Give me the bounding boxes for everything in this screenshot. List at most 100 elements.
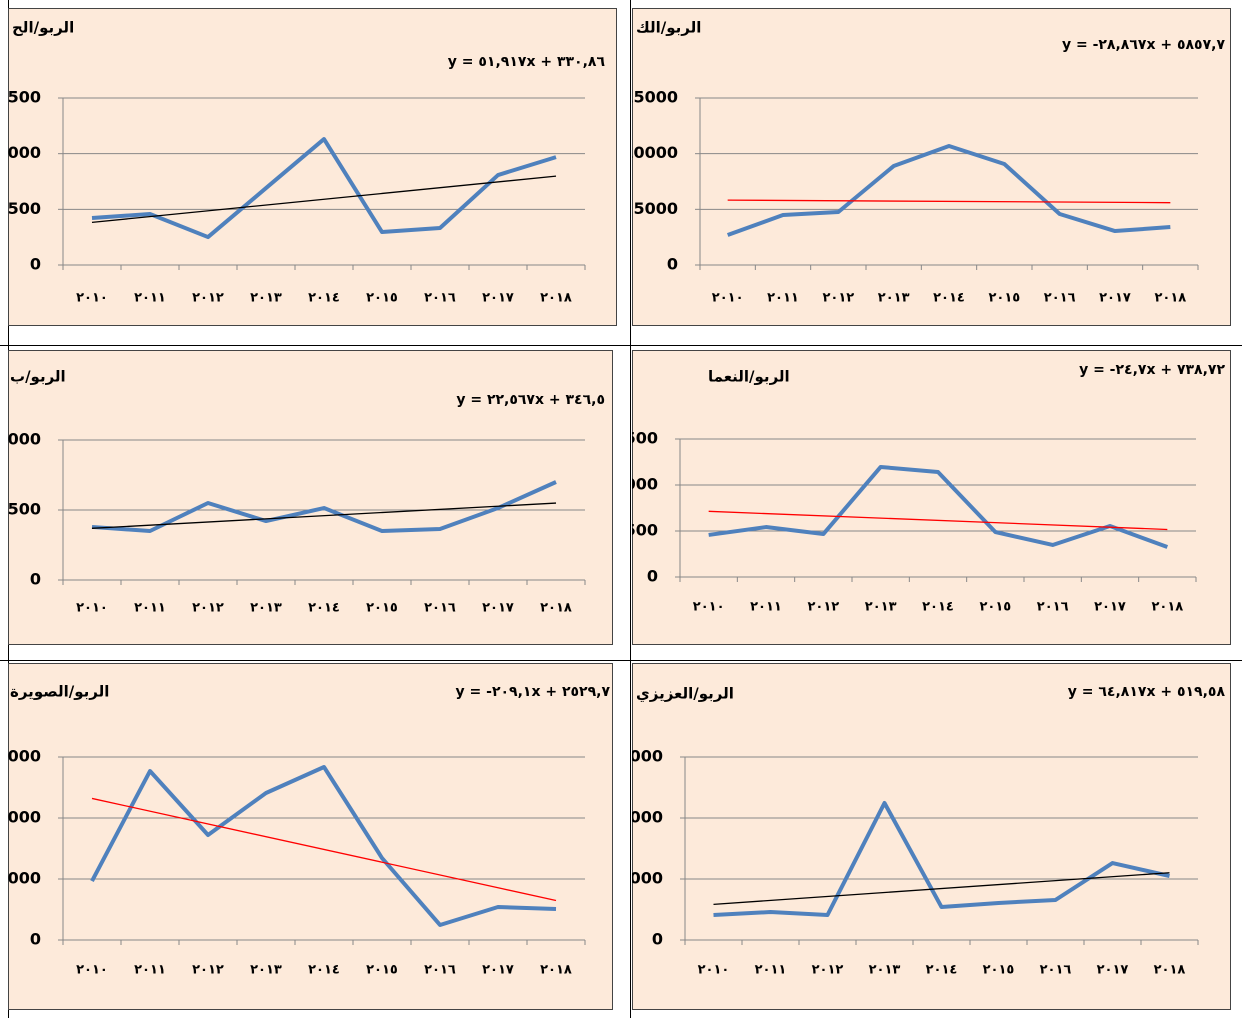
chart: 0 1000 2000 3000 ٢٠١٠ ٢٠١١ ٢٠١٢ ٢٠١٣ ٢٠١٤ ٢٠١٥ ٢٠١… <box>8 663 613 1010</box>
data-line <box>708 464 1169 549</box>
x-tick-label: ٢٠١٥ <box>979 600 1011 615</box>
x-tick-label: ٢٠١١ <box>767 291 799 306</box>
y-tick-label: 2000 <box>632 808 663 827</box>
x-tick-label: ٢٠١٣ <box>878 291 910 306</box>
y-tick-label: 500 <box>8 199 41 218</box>
chart: 0 5000 10000 15000 ٢٠١٠ ٢٠١١ ٢٠١٢ ٢٠١٣ ٢٠١٤ ٢٠١٥ ٢… <box>632 8 1231 326</box>
chart-background <box>632 8 1231 326</box>
x-tick-label: ٢٠١٨ <box>540 291 572 306</box>
x-tick-label: ٢٠١٨ <box>540 601 572 616</box>
y-tick-label: 0 <box>647 567 658 586</box>
chart-background <box>632 350 1231 645</box>
chart-title: الربو/ب <box>10 368 66 386</box>
y-tick-label: 1000 <box>8 143 41 162</box>
x-tick-label: ٢٠١٢ <box>192 601 224 616</box>
chart-title: الربو/الك <box>636 19 701 37</box>
trendline <box>727 199 1171 204</box>
data-line <box>726 143 1171 237</box>
data-line <box>713 800 1170 917</box>
x-tick-label: ٢٠١٤ <box>308 291 340 306</box>
trendline <box>91 797 557 902</box>
x-tick-label: ٢٠١٧ <box>1097 963 1129 978</box>
chart: 0 1000 2000 3000 ٢٠١٠ ٢٠١١ ٢٠١٢ ٢٠١٣ ٢٠١٤ ٢٠١٥ ٢٠١… <box>632 663 1231 1010</box>
x-tick-label: ٢٠١٠ <box>76 601 108 616</box>
chart-title: الربو/الح <box>12 19 74 37</box>
x-tick-label: ٢٠١٧ <box>482 963 514 978</box>
x-tick-label: ٢٠١٣ <box>250 291 282 306</box>
x-tick-label: ٢٠١٤ <box>922 600 954 615</box>
x-tick-label: ٢٠١٢ <box>192 963 224 978</box>
x-tick-label: ٢٠١٥ <box>366 601 398 616</box>
y-tick-label: 15000 <box>632 88 678 107</box>
x-tick-label: ٢٠١٣ <box>250 963 282 978</box>
x-tick-label: ٢٠١٧ <box>1099 291 1131 306</box>
y-tick-label: 1500 <box>632 429 658 448</box>
trendline <box>708 510 1168 531</box>
x-tick-label: ٢٠١٨ <box>1151 600 1183 615</box>
x-tick-label: ٢٠١٧ <box>482 601 514 616</box>
x-tick-label: ٢٠١٦ <box>1037 600 1069 615</box>
chart-title: الربو/العزيزي <box>636 685 734 704</box>
y-tick-label: 10000 <box>632 143 678 162</box>
y-tick-label: 3000 <box>8 747 41 766</box>
data-line <box>90 765 557 927</box>
y-tick-label: 0 <box>30 255 41 274</box>
y-tick-label: 500 <box>8 500 41 519</box>
chart-background <box>8 350 613 645</box>
x-tick-label: ٢٠١٦ <box>1040 963 1072 978</box>
x-tick-label: ٢٠١٤ <box>926 963 958 978</box>
x-tick-label: ٢٠١٠ <box>693 600 725 615</box>
y-tick-label: 1000 <box>8 430 41 449</box>
y-tick-label: 500 <box>632 521 658 540</box>
chart: 0 500 1000 1500 ٢٠١٠ ٢٠١١ ٢٠١٢ ٢٠١٣ ٢٠١٤ ٢٠١٥ ٢٠١٦… <box>8 8 617 326</box>
x-tick-label: ٢٠١٤ <box>308 963 340 978</box>
x-tick-label: ٢٠١١ <box>134 963 166 978</box>
table-line <box>630 0 631 1018</box>
y-tick-label: 0 <box>667 255 678 274</box>
x-tick-label: ٢٠١١ <box>750 600 782 615</box>
trendline <box>91 502 557 529</box>
data-line <box>91 480 557 533</box>
x-tick-label: ٢٠١٨ <box>540 963 572 978</box>
x-tick-label: ٢٠١٧ <box>1094 600 1126 615</box>
x-tick-label: ٢٠١٠ <box>76 291 108 306</box>
x-tick-label: ٢٠١٧ <box>482 291 514 306</box>
x-tick-label: ٢٠١٥ <box>366 963 398 978</box>
trendline <box>91 175 557 224</box>
chart-background <box>8 8 617 326</box>
y-tick-label: 3000 <box>632 747 663 766</box>
chart-background <box>8 663 613 1010</box>
y-tick-label: 5000 <box>633 199 678 218</box>
y-tick-label: 2000 <box>8 808 41 827</box>
chart: 0 500 1000 1500 ٢٠١٠ ٢٠١١ ٢٠١٢ ٢٠١٣ ٢٠١٤ ٢٠١٥ ٢٠١٦… <box>632 350 1231 645</box>
table-line <box>0 345 1242 346</box>
trend-equation: y = ٦٤,٨١٧x + ٥١٩,٥٨ <box>1068 684 1226 700</box>
x-tick-label: ٢٠١٤ <box>308 601 340 616</box>
chart-title: الربو/الصويرة <box>10 683 109 701</box>
y-tick-label: 1500 <box>8 88 41 107</box>
chart: 0 500 1000 ٢٠١٠ ٢٠١١ ٢٠١٢ ٢٠١٣ ٢٠١٤ ٢٠١٥ ٢٠١٦ ٢٠١٧… <box>8 350 613 645</box>
trend-equation: y = ٥١,٩١٧x + ٣٣٠,٨٦ <box>448 54 606 70</box>
x-tick-label: ٢٠١٦ <box>424 963 456 978</box>
x-tick-label: ٢٠١٠ <box>712 291 744 306</box>
x-tick-label: ٢٠١٨ <box>1154 963 1186 978</box>
x-tick-label: ٢٠١٥ <box>983 963 1015 978</box>
x-tick-label: ٢٠١١ <box>755 963 787 978</box>
x-tick-label: ٢٠١٥ <box>988 291 1020 306</box>
y-tick-label: 1000 <box>632 869 663 888</box>
x-tick-label: ٢٠١٠ <box>698 963 730 978</box>
x-tick-label: ٢٠١٨ <box>1154 291 1186 306</box>
x-tick-label: ٢٠١٢ <box>192 291 224 306</box>
data-line <box>91 137 557 240</box>
y-tick-label: 0 <box>30 930 41 949</box>
trendline <box>713 872 1170 906</box>
y-tick-label: 1000 <box>8 869 41 888</box>
x-tick-label: ٢٠١٥ <box>366 291 398 306</box>
x-tick-label: ٢٠١٢ <box>812 963 844 978</box>
chart-title: الربو/النعما <box>708 368 790 386</box>
x-tick-label: ٢٠١٠ <box>76 963 108 978</box>
x-tick-label: ٢٠١١ <box>134 601 166 616</box>
x-tick-label: ٢٠١٢ <box>822 291 854 306</box>
x-tick-label: ٢٠١٣ <box>865 600 897 615</box>
